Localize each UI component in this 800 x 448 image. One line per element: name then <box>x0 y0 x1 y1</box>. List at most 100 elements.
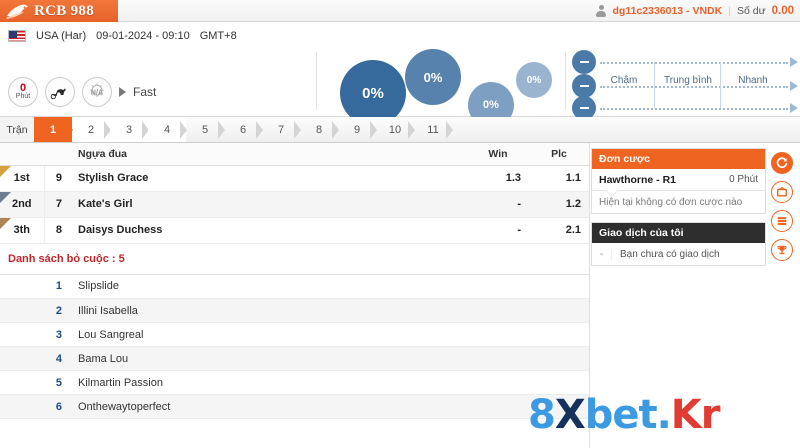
scratched-row: 3 Lou Sangreal <box>0 322 589 347</box>
watermark-part-3: bet. <box>584 392 672 438</box>
countdown-unit: Phút <box>15 93 31 100</box>
scratched-number: 4 <box>0 346 70 371</box>
pace-track-line <box>600 108 788 110</box>
scratched-row: 2 Illini Isabella <box>0 298 589 323</box>
scratched-row: 5 Kilmartin Passion <box>0 370 589 395</box>
event-timezone: GMT+8 <box>199 30 237 42</box>
results-header-row: Ngựa đua Win Plc <box>0 143 589 166</box>
event-status-row: 0 Phút N/A Fast <box>8 77 156 107</box>
percentage-bubble-2: 0% <box>405 49 461 105</box>
win-percentage-bubbles: 0% 0% 0% 0% <box>318 44 566 139</box>
username-label[interactable]: dg11c2336013 - VNDK <box>612 5 723 17</box>
pace-separator <box>720 62 721 108</box>
site-logo[interactable]: RCB 988 <box>0 0 118 22</box>
list-icon[interactable] <box>771 210 793 232</box>
scratched-number: 5 <box>0 370 70 395</box>
pace-label-fast: Nhanh <box>738 75 768 86</box>
col-position <box>0 143 44 166</box>
betslip-race-row[interactable]: Hawthorne - R1 0 Phút <box>592 169 765 191</box>
result-horse-name[interactable]: Kate's Girl <box>70 191 467 218</box>
countdown-badge: 0 Phút <box>8 77 38 107</box>
results-row[interactable]: 2nd 7 Kate's Girl -1.2 <box>0 191 589 218</box>
scratched-title: Danh sách bỏ cuộc : 5 <box>8 252 125 265</box>
scratched-table: 1 Slipslide 2 Illini Isabella 3 Lou Sangreal 4… <box>0 274 589 419</box>
col-plc: Plc <box>529 143 589 166</box>
betslip-race-name: Hawthorne - R1 <box>599 173 677 186</box>
divider: | <box>728 5 731 17</box>
result-horse-name[interactable]: Stylish Grace <box>70 165 467 192</box>
event-info-strip: USA (Har) 09-01-2024 - 09:10 GMT+8 0 Phú… <box>0 22 800 142</box>
tv-screen-icon[interactable] <box>771 181 793 203</box>
result-win-odds[interactable]: - <box>467 191 529 218</box>
person-icon <box>596 5 607 17</box>
race-results-panel: Ngựa đua Win Plc 1st 9 Stylish Grace 1.3 1.1… <box>0 143 590 448</box>
result-position: 3th <box>0 217 45 244</box>
result-win-odds[interactable]: 1.3 <box>467 165 529 192</box>
dash-dot-icon <box>572 50 596 74</box>
balance-value: 0.00 <box>771 5 794 17</box>
race-tab-10[interactable]: 10 <box>376 117 415 142</box>
watermark-part-4: Kr <box>670 392 721 438</box>
results-row[interactable]: 3th 8 Daisys Duchess -2.1 <box>0 217 589 244</box>
result-horse-name[interactable]: Daisys Duchess <box>70 217 467 244</box>
transactions-panel: Giao dịch của tôi - Bạn chưa có giao dịc… <box>591 222 766 266</box>
scratched-name: Slipslide <box>70 274 589 299</box>
betslip-title: Đơn cược <box>592 149 765 169</box>
results-table: Ngựa đua Win Plc 1st 9 Stylish Grace 1.3 1.1… <box>0 143 589 244</box>
race-tab-9[interactable]: 9 <box>338 117 377 142</box>
result-plc-odds[interactable]: 1.2 <box>529 191 589 218</box>
scratched-number: 3 <box>0 322 70 347</box>
event-header-line: USA (Har) 09-01-2024 - 09:10 GMT+8 <box>8 30 237 42</box>
svg-text:N/A: N/A <box>91 87 104 96</box>
logo-text: RCB 988 <box>34 2 95 19</box>
arrow-right-icon <box>790 57 798 67</box>
scratched-row: 1 Slipslide <box>0 274 589 299</box>
race-tab-1[interactable]: 1 <box>34 117 73 142</box>
race-tab-8[interactable]: 8 <box>300 117 339 142</box>
race-tab-4[interactable]: 4 <box>148 117 187 142</box>
results-row[interactable]: 1st 9 Stylish Grace 1.3 1.1 <box>0 165 589 192</box>
scratched-name: Onthewaytoperfect <box>70 394 589 419</box>
col-number <box>44 143 70 166</box>
col-win: Win <box>467 143 529 166</box>
scratched-row: 6 Onthewaytoperfect <box>0 394 589 419</box>
race-tab-3[interactable]: 3 <box>110 117 149 142</box>
betslip-race-timer: 0 Phút <box>729 174 758 185</box>
betslip-empty-text: Hiện tại không có đơn cược nào <box>599 196 743 208</box>
event-datetime: 09-01-2024 - 09:10 <box>96 30 190 42</box>
race-tabs-bar: Trận 1 2 3 4 5 6 7 8 9 10 11 <box>0 117 800 143</box>
pace-track-line <box>600 62 788 64</box>
scratched-name: Bama Lou <box>70 346 589 371</box>
arrow-right-icon <box>790 103 798 113</box>
scratched-number: 2 <box>0 298 70 323</box>
race-tab-7[interactable]: 7 <box>262 117 301 142</box>
refresh-icon[interactable] <box>771 152 793 174</box>
percentage-bubble-4: 0% <box>516 62 552 98</box>
result-horse-number: 7 <box>44 191 70 218</box>
top-header-bar: RCB 988 dg11c2336013 - VNDK | Số dư 0.00 <box>0 0 800 22</box>
countdown-value: 0 <box>19 82 27 94</box>
medal-corner-icon <box>0 217 11 229</box>
scratched-list: 1 Slipslide 2 Illini Isabella 3 Lou Sangreal 4… <box>0 273 589 419</box>
scratched-name: Kilmartin Passion <box>70 370 589 395</box>
result-plc-odds[interactable]: 2.1 <box>529 217 589 244</box>
account-summary: dg11c2336013 - VNDK | Số dư 0.00 <box>596 0 794 22</box>
scratched-number: 1 <box>0 274 70 299</box>
race-tab-2[interactable]: 2 <box>72 117 111 142</box>
race-tab-5[interactable]: 5 <box>186 117 225 142</box>
divider-left <box>316 52 317 110</box>
divider-right <box>565 52 566 110</box>
medal-corner-icon <box>0 191 11 203</box>
result-plc-odds[interactable]: 1.1 <box>529 165 589 192</box>
race-tab-11[interactable]: 11 <box>414 117 453 142</box>
result-win-odds[interactable]: - <box>467 217 529 244</box>
transactions-empty-text: Bạn chưa có giao dịch <box>620 248 720 260</box>
scratched-number: 6 <box>0 394 70 419</box>
play-triangle-icon[interactable] <box>119 87 126 97</box>
dash-dot-icon <box>572 96 596 120</box>
race-tab-6[interactable]: 6 <box>224 117 263 142</box>
trophy-icon[interactable] <box>771 239 793 261</box>
pace-separator <box>654 62 655 108</box>
weather-na-icon: N/A <box>82 77 112 107</box>
